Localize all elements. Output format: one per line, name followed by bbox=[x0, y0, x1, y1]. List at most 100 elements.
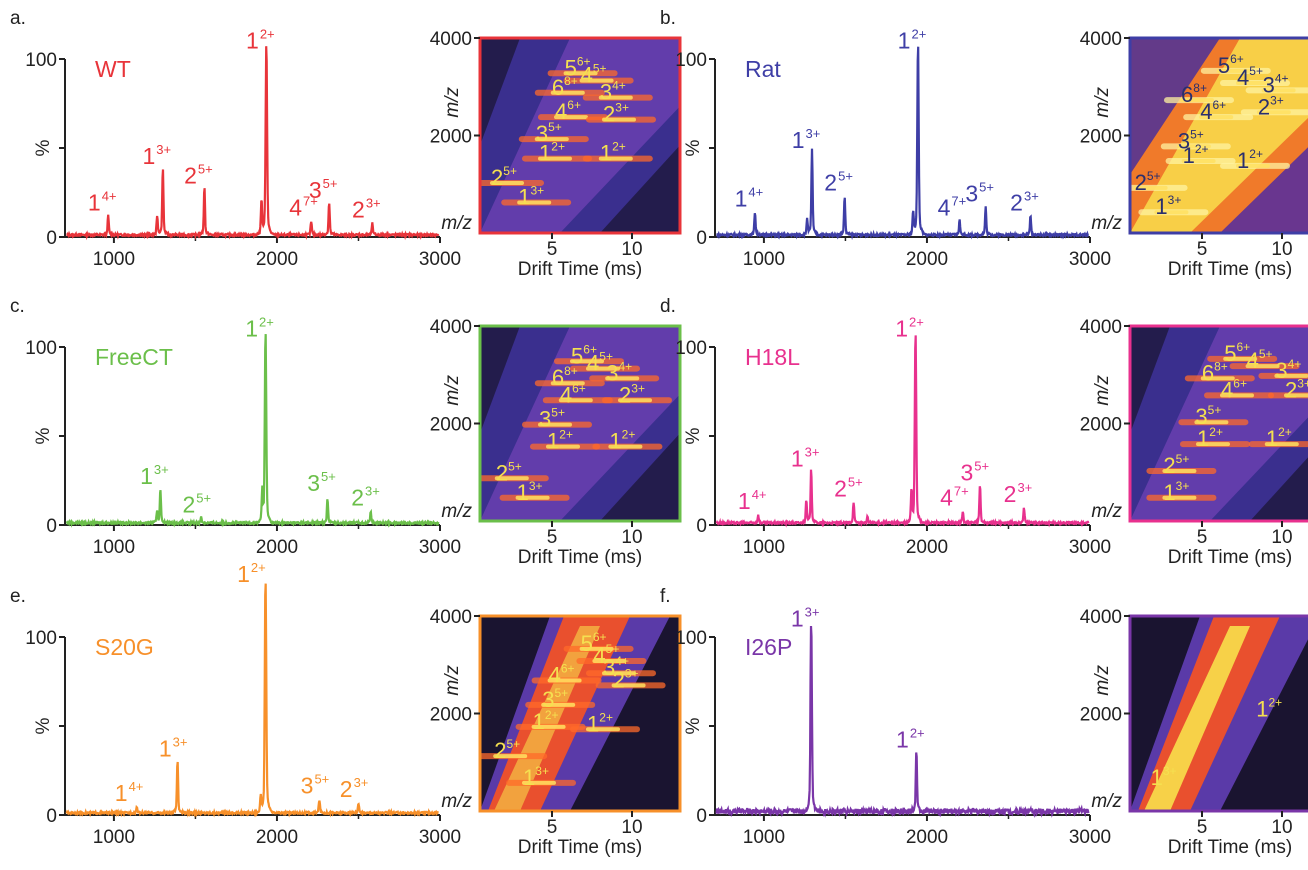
x-tick-label: 1000 bbox=[93, 249, 135, 270]
heatmap-x-tick-label: 5 bbox=[1197, 527, 1208, 548]
sample-label: I26P bbox=[745, 634, 792, 660]
x-tick-label: 1000 bbox=[93, 537, 135, 558]
heatmap-label: 56+ bbox=[571, 342, 597, 368]
heatmap-y-axis-label: m/z bbox=[1092, 665, 1113, 696]
spectrum-trace bbox=[65, 334, 440, 528]
x-tick-label: 3000 bbox=[1069, 537, 1111, 558]
heatmap-label: 12+ bbox=[539, 140, 565, 166]
peak-label: 13+ bbox=[791, 604, 820, 631]
y-axis-label: % bbox=[33, 139, 54, 156]
sample-label: S20G bbox=[95, 634, 154, 660]
peak-label: 13+ bbox=[159, 734, 188, 761]
panel-letter: a. bbox=[10, 8, 26, 29]
x-tick-label: 1000 bbox=[743, 827, 785, 848]
heatmap-label: 45+ bbox=[593, 642, 619, 668]
heatmap-y-axis-label: m/z bbox=[442, 665, 463, 696]
heatmap-label: 34+ bbox=[600, 79, 626, 105]
peak-label: 14+ bbox=[735, 185, 764, 212]
heatmap-label: 12+ bbox=[600, 140, 626, 166]
y-axis-label: % bbox=[683, 427, 704, 444]
heatmap-x-tick-label: 10 bbox=[1271, 239, 1292, 260]
y-tick-label: 100 bbox=[25, 628, 57, 649]
y-tick-label: 0 bbox=[46, 228, 57, 249]
peak-label: 12+ bbox=[896, 725, 925, 752]
x-tick-label: 2000 bbox=[256, 827, 298, 848]
heatmap-x-tick-label: 10 bbox=[1271, 527, 1292, 548]
panel-letter: b. bbox=[660, 8, 676, 29]
heatmap-bottom-label: m/z bbox=[441, 791, 472, 812]
heatmap-label: 23+ bbox=[619, 381, 645, 407]
heatmap-label: 46+ bbox=[1221, 376, 1247, 402]
heatmap-label: 46+ bbox=[549, 662, 575, 688]
peak-label: 14+ bbox=[88, 188, 117, 215]
peak-label: 47+ bbox=[938, 194, 967, 221]
peak-label: 47+ bbox=[940, 483, 969, 510]
heatmap-label: 13+ bbox=[517, 479, 543, 505]
heatmap-x-tick-label: 10 bbox=[1271, 817, 1292, 838]
spectrum-trace bbox=[65, 583, 439, 818]
x-tick-label: 1000 bbox=[743, 249, 785, 270]
x-tick-label: 2000 bbox=[256, 537, 298, 558]
y-axis-label: % bbox=[33, 717, 54, 734]
heatmap-bottom-label: m/z bbox=[1091, 791, 1122, 812]
heatmap-label: 25+ bbox=[496, 459, 522, 485]
heatmap-x-axis-label: Drift Time (ms) bbox=[518, 837, 643, 858]
drift-heatmap: 56+45+34+68+46+ 23+35+12+ 12+25+13+4000200… bbox=[1080, 29, 1308, 280]
heatmap-label: 12+ bbox=[1237, 147, 1263, 173]
heatmap-label: 35+ bbox=[536, 120, 562, 146]
heatmap-label: 12+ bbox=[609, 428, 635, 454]
spectrum-trace bbox=[716, 46, 1089, 241]
heatmap-label: 56+ bbox=[565, 54, 591, 80]
peak-label: 25+ bbox=[824, 169, 853, 196]
heatmap-label: 68+ bbox=[552, 364, 578, 390]
heatmap-label: 13+ bbox=[1163, 479, 1189, 505]
heatmap-label: 35+ bbox=[539, 406, 565, 432]
heatmap-label: 13+ bbox=[1155, 193, 1181, 219]
heatmap-x-tick-label: 5 bbox=[547, 817, 558, 838]
heatmap-label: 56+ bbox=[581, 630, 607, 656]
heatmap-y-tick-label: 4000 bbox=[430, 29, 472, 50]
peak-label: 13+ bbox=[143, 142, 172, 169]
x-tick-label: 3000 bbox=[1069, 827, 1111, 848]
x-tick-label: 1000 bbox=[93, 827, 135, 848]
heatmap-label: 23+ bbox=[603, 101, 629, 127]
heatmap-x-axis-label: Drift Time (ms) bbox=[518, 259, 643, 280]
spectrum-trace bbox=[715, 625, 1090, 819]
peak-label: 47+ bbox=[289, 194, 318, 221]
peak-label: 13+ bbox=[791, 444, 820, 471]
drift-heatmap: 56+68+ 45+34+46+ 23+35+12+ 12+25+13+4000200… bbox=[430, 29, 682, 280]
heatmap-label: 46+ bbox=[1200, 98, 1226, 124]
peak-label: 13+ bbox=[792, 126, 821, 153]
x-tick-label: 3000 bbox=[1069, 249, 1111, 270]
heatmap-label: 68+ bbox=[1202, 359, 1228, 385]
peak-label: 35+ bbox=[301, 772, 330, 799]
y-axis-label: % bbox=[33, 427, 54, 444]
heatmap-y-axis-label: m/z bbox=[442, 87, 463, 118]
peak-label: 25+ bbox=[182, 491, 211, 518]
x-tick-label: 2000 bbox=[906, 537, 948, 558]
heatmap-label: 35+ bbox=[542, 686, 568, 712]
heatmap-y-axis-label: m/z bbox=[442, 375, 463, 406]
peak-label: 23+ bbox=[340, 775, 369, 802]
peak-label: 25+ bbox=[834, 475, 863, 502]
heatmap-label: 12+ bbox=[1183, 142, 1209, 168]
heatmap-y-tick-label: 2000 bbox=[430, 415, 472, 436]
y-tick-label: 100 bbox=[675, 628, 707, 649]
heatmap-x-axis-label: Drift Time (ms) bbox=[1168, 837, 1293, 858]
y-tick-label: 0 bbox=[46, 516, 57, 537]
heatmap-y-tick-label: 2000 bbox=[430, 127, 472, 148]
sample-label: Rat bbox=[745, 56, 781, 82]
peak-label: 23+ bbox=[1010, 188, 1039, 215]
x-tick-label: 3000 bbox=[419, 537, 461, 558]
x-tick-label: 2000 bbox=[256, 249, 298, 270]
heatmap-label: 23+ bbox=[1285, 376, 1308, 402]
heatmap-y-tick-label: 2000 bbox=[1080, 415, 1122, 436]
heatmap-label: 13+ bbox=[518, 183, 544, 209]
heatmap-y-tick-label: 2000 bbox=[430, 705, 472, 726]
x-tick-label: 2000 bbox=[906, 827, 948, 848]
